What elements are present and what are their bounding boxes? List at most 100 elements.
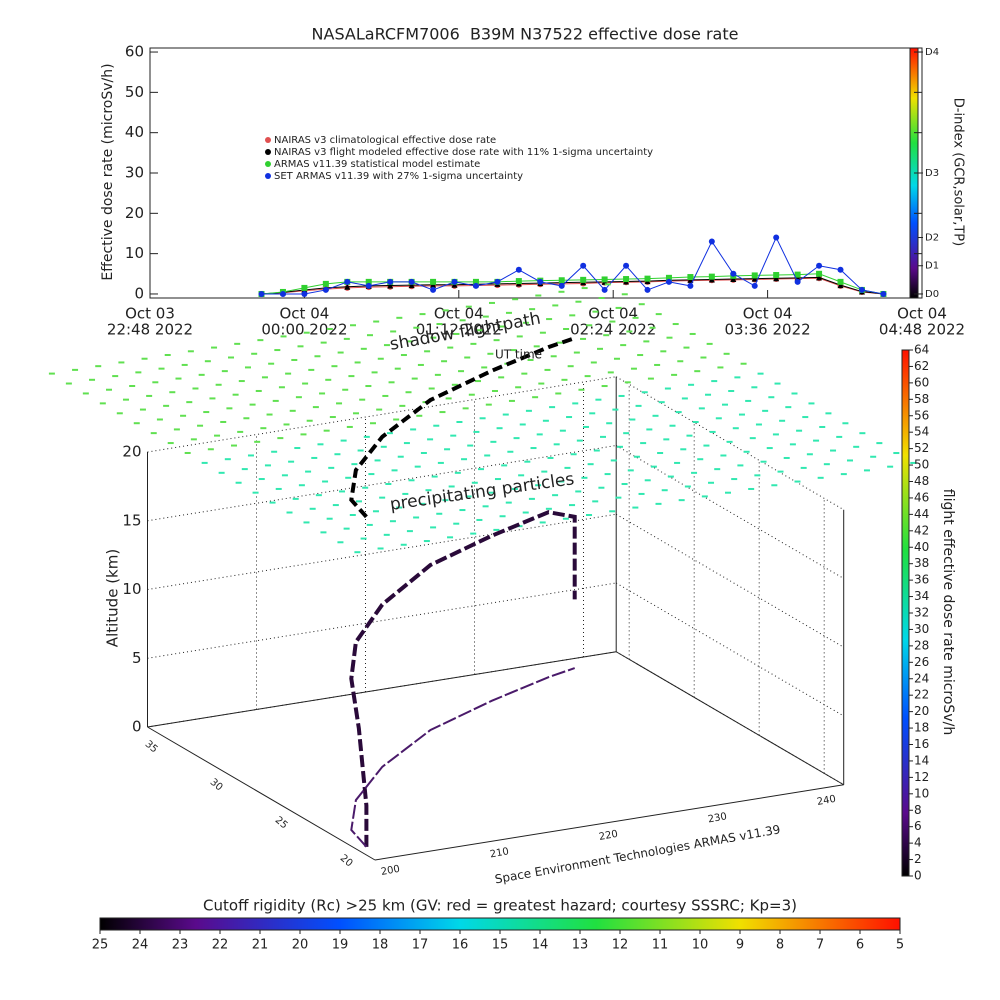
particle-marker xyxy=(774,382,781,385)
particle-marker xyxy=(305,470,312,473)
particle-marker xyxy=(464,356,471,359)
particle-marker xyxy=(754,474,761,477)
particle-marker xyxy=(813,439,820,442)
point xyxy=(558,282,565,289)
particle-marker xyxy=(583,425,590,428)
colorbar-tick-label: 4 xyxy=(914,836,922,850)
particle-marker xyxy=(150,432,157,435)
colorbar-tick-label: 6 xyxy=(914,819,922,833)
particle-marker xyxy=(275,487,282,490)
particle-marker xyxy=(135,371,142,374)
x-tick-label: 04:48 2022 xyxy=(879,321,965,339)
particle-marker xyxy=(561,378,568,381)
particle-marker xyxy=(522,321,529,324)
particle-marker xyxy=(586,514,593,517)
particle-marker xyxy=(640,442,647,445)
particle-marker xyxy=(573,351,580,354)
particle-marker xyxy=(522,511,529,514)
grid-line xyxy=(615,445,844,579)
colorbar-tick-label: 13 xyxy=(572,938,589,953)
particle-marker xyxy=(454,471,461,474)
particle-marker xyxy=(757,372,764,375)
particle-marker xyxy=(616,445,623,448)
particle-marker xyxy=(731,478,738,481)
point xyxy=(387,278,394,285)
particle-marker xyxy=(207,448,214,451)
particle-marker xyxy=(360,537,367,540)
particle-marker xyxy=(332,504,339,507)
particle-marker xyxy=(830,449,837,452)
particle-marker xyxy=(607,371,614,374)
particle-marker xyxy=(156,418,163,421)
particle-marker xyxy=(592,500,599,503)
particle-marker xyxy=(623,432,630,435)
particle-marker xyxy=(658,401,665,404)
particle-marker xyxy=(624,381,631,384)
x-tick-label: 210 xyxy=(489,846,510,860)
particle-marker xyxy=(549,406,556,409)
particle-marker xyxy=(442,499,449,502)
particle-marker xyxy=(322,480,329,483)
particle-marker xyxy=(308,368,315,371)
y-tick-label: 60 xyxy=(125,43,144,61)
particle-marker xyxy=(383,344,390,347)
particle-marker xyxy=(363,435,370,438)
point xyxy=(408,278,415,285)
particle-marker xyxy=(450,434,457,437)
particle-marker xyxy=(678,499,685,502)
particle-marker xyxy=(405,391,412,394)
particle-marker xyxy=(562,517,569,520)
particle-marker xyxy=(593,449,600,452)
particle-marker xyxy=(667,475,674,478)
colorbar-tick-label: 12 xyxy=(914,770,929,784)
particle-marker xyxy=(604,473,611,476)
particle-marker xyxy=(345,476,352,479)
particle-marker xyxy=(576,439,583,442)
particle-marker xyxy=(72,368,79,371)
x-tick-label: 03:36 2022 xyxy=(725,321,811,339)
particle-marker xyxy=(671,373,678,376)
grid-line xyxy=(147,376,617,453)
particle-marker xyxy=(513,437,520,440)
particle-marker xyxy=(655,502,662,505)
particle-marker xyxy=(680,448,687,451)
grid-line xyxy=(147,513,617,590)
particle-marker xyxy=(343,527,350,530)
particle-marker xyxy=(612,408,619,411)
particle-marker xyxy=(234,342,241,345)
particle-marker xyxy=(442,309,449,312)
particle-marker xyxy=(539,331,546,334)
particle-marker xyxy=(496,427,503,430)
particle-marker xyxy=(320,531,327,534)
particle-marker xyxy=(169,391,176,394)
colorbar-tick-label: 25 xyxy=(92,938,109,953)
particle-marker xyxy=(354,361,361,364)
particle-marker xyxy=(362,486,369,489)
particle-marker xyxy=(600,435,607,438)
particle-marker xyxy=(751,386,758,389)
particle-marker xyxy=(289,409,296,412)
colorbar-tick-label: 8 xyxy=(914,803,922,817)
point xyxy=(580,276,587,283)
legend-marker xyxy=(265,137,271,143)
particle-marker xyxy=(393,418,400,421)
particle-marker xyxy=(461,458,468,461)
particle-marker xyxy=(711,380,718,383)
particle-marker xyxy=(524,460,531,463)
particle-marker xyxy=(508,399,515,402)
colorbar-tick-label: 15 xyxy=(492,938,509,953)
particle-marker xyxy=(283,423,290,426)
particle-marker xyxy=(783,456,790,459)
particle-marker xyxy=(559,429,566,432)
particle-marker xyxy=(433,424,440,427)
particle-marker xyxy=(377,357,384,360)
particle-marker xyxy=(65,382,72,385)
x-tick-label: Oct 04 xyxy=(588,305,638,323)
particle-marker xyxy=(328,466,335,469)
particle-marker xyxy=(420,451,427,454)
particle-marker xyxy=(530,447,537,450)
rigidity-colorbar-label: Cutoff rigidity (Rc) >25 km (GV: red = g… xyxy=(203,897,797,915)
particle-marker xyxy=(314,355,321,358)
particle-marker xyxy=(536,433,543,436)
